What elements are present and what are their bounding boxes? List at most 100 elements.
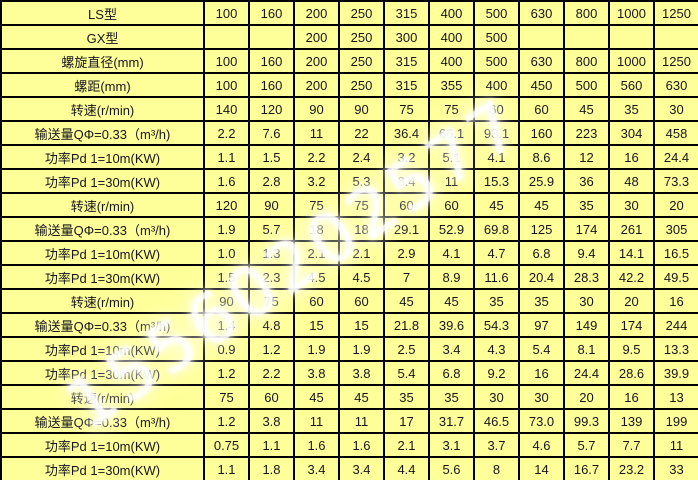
value-cell: 1.9 xyxy=(338,336,385,362)
value-cell: 355 xyxy=(428,72,475,98)
table-row: 功率Pd 1=10m(KW) 0.75 1.1 1.6 1.6 2.1 3.1 3.7 4.6 5… xyxy=(0,432,698,458)
value-cell: 6.8 xyxy=(428,360,475,386)
value-cell: 1250 xyxy=(653,48,698,74)
value-cell: 20.4 xyxy=(518,264,565,290)
value-cell: 12 xyxy=(563,144,610,170)
value-cell: 49.5 xyxy=(653,264,698,290)
value-cell: 3.1 xyxy=(428,432,475,458)
value-cell: 93.1 xyxy=(473,120,520,146)
value-cell: 15.3 xyxy=(473,168,520,194)
value-cell: 75 xyxy=(293,192,340,218)
value-cell: 2.5 xyxy=(383,336,430,362)
value-cell: 800 xyxy=(563,0,610,26)
value-cell: 23.2 xyxy=(608,456,655,480)
value-cell: 16 xyxy=(518,360,565,386)
value-cell: 20 xyxy=(653,192,698,218)
value-cell: 630 xyxy=(518,0,565,26)
value-cell: 2.1 xyxy=(338,240,385,266)
table-row: 功率Pd 1=10m(KW) 1.0 1.3 2.1 2.1 2.9 4.1 4.7 6.8 9.… xyxy=(0,240,698,266)
value-cell: 4.3 xyxy=(473,336,520,362)
value-cell: 9.4 xyxy=(563,240,610,266)
value-cell: 2.1 xyxy=(293,240,340,266)
value-cell: 60 xyxy=(428,192,475,218)
value-cell: 13.3 xyxy=(653,336,698,362)
value-cell: 45 xyxy=(383,288,430,314)
table-row: 输送量QΦ=0.33（m³/h) 1.9 5.7 18 18 29.1 52.9 69.8 12… xyxy=(0,216,698,242)
value-cell: 42.2 xyxy=(608,264,655,290)
value-cell: 5.3 xyxy=(338,168,385,194)
value-cell: 4.1 xyxy=(428,240,475,266)
value-cell: 75 xyxy=(248,288,295,314)
value-cell: 500 xyxy=(563,72,610,98)
value-cell: 3.4 xyxy=(428,336,475,362)
value-cell: 2.3 xyxy=(248,264,295,290)
value-cell: 1.6 xyxy=(338,432,385,458)
table-row: 功率Pd 1=30m(KW) 1.6 2.8 3.2 5.3 8.4 11 15.3 25.9 3… xyxy=(0,168,698,194)
value-cell: 1000 xyxy=(608,0,655,26)
value-cell: 2.8 xyxy=(248,168,295,194)
row-label: 功率Pd 1=30m(KW) xyxy=(0,168,205,194)
value-cell: 1.2 xyxy=(248,336,295,362)
row-label: 功率Pd 1=10m(KW) xyxy=(0,336,205,362)
value-cell: 24.4 xyxy=(653,144,698,170)
value-cell: 250 xyxy=(338,48,385,74)
row-label: 转速(r/min) xyxy=(0,96,205,122)
table-row: 功率Pd 1=30m(KW) 1.2 2.2 3.8 3.8 5.4 6.8 9.2 16 24.… xyxy=(0,360,698,386)
table-row: 螺距(mm) 100 160 200 250 315 355 400 450 500 560 630 xyxy=(0,72,698,98)
value-cell: 125 xyxy=(518,216,565,242)
value-cell: 35 xyxy=(383,384,430,410)
value-cell: 7 xyxy=(383,264,430,290)
value-cell: 199 xyxy=(653,408,698,434)
row-label: LS型 xyxy=(0,0,205,26)
row-label: 输送量QΦ=0.33（m³/h) xyxy=(0,408,205,434)
value-cell: 2.2 xyxy=(248,360,295,386)
value-cell: 16 xyxy=(608,384,655,410)
value-cell: 1250 xyxy=(653,0,698,26)
value-cell xyxy=(518,24,565,50)
value-cell: 11 xyxy=(293,408,340,434)
value-cell: 305 xyxy=(653,216,698,242)
value-cell: 300 xyxy=(383,24,430,50)
value-cell: 315 xyxy=(383,48,430,74)
value-cell: 261 xyxy=(608,216,655,242)
value-cell: 3.4 xyxy=(338,456,385,480)
value-cell: 9.2 xyxy=(473,360,520,386)
value-cell: 31.7 xyxy=(428,408,475,434)
value-cell: 500 xyxy=(473,0,520,26)
value-cell: 3.2 xyxy=(293,168,340,194)
row-label: 输送量QΦ=0.33（m³/h) xyxy=(0,216,205,242)
value-cell: 1.5 xyxy=(203,264,250,290)
row-label: 输送量QΦ=0.33（m³/h) xyxy=(0,312,205,338)
value-cell: 45 xyxy=(338,384,385,410)
value-cell: 33 xyxy=(653,456,698,480)
value-cell: 250 xyxy=(338,24,385,50)
value-cell: 3.8 xyxy=(248,408,295,434)
value-cell: 28.3 xyxy=(563,264,610,290)
value-cell: 14.1 xyxy=(608,240,655,266)
value-cell: 75 xyxy=(428,96,475,122)
value-cell: 160 xyxy=(248,72,295,98)
row-label: 功率Pd 1=10m(KW) xyxy=(0,432,205,458)
value-cell: 160 xyxy=(248,48,295,74)
row-label: 功率Pd 1=10m(KW) xyxy=(0,240,205,266)
value-cell: 35 xyxy=(473,288,520,314)
value-cell: 0.9 xyxy=(203,336,250,362)
value-cell xyxy=(203,24,250,50)
value-cell xyxy=(608,24,655,50)
value-cell: 1.5 xyxy=(248,144,295,170)
value-cell: 18 xyxy=(338,216,385,242)
value-cell: 90 xyxy=(338,96,385,122)
value-cell: 16.7 xyxy=(563,456,610,480)
value-cell: 1.9 xyxy=(293,336,340,362)
value-cell: 6.8 xyxy=(518,240,565,266)
value-cell: 36 xyxy=(563,168,610,194)
value-cell: 45 xyxy=(518,192,565,218)
value-cell: 1.9 xyxy=(203,216,250,242)
value-cell xyxy=(248,24,295,50)
value-cell: 5.1 xyxy=(428,144,475,170)
value-cell: 30 xyxy=(563,288,610,314)
row-label: 转速(r/min) xyxy=(0,288,205,314)
value-cell: 100 xyxy=(203,0,250,26)
